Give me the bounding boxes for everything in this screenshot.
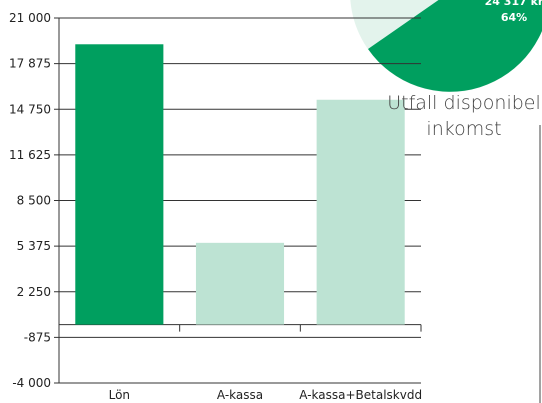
pie-title: Utfall disponibel inkomst (384, 90, 542, 142)
y-tick-label: 2 250 (17, 285, 51, 299)
y-tick-label: 5 375 (17, 239, 51, 253)
x-tick-label: A-kassa+Betalskvdd (299, 388, 422, 402)
y-tick-label: 8 500 (17, 194, 51, 208)
bars (75, 44, 405, 325)
y-axis-ticks: 21 000 17 875 14 750 11 625 8 500 5 375 2 250 -… (9, 11, 51, 390)
bar (316, 99, 405, 325)
pie-chart: 24 317 kr 64% (350, 0, 542, 92)
y-tick-label: 21 000 (9, 11, 51, 25)
x-tick-label: A-kassa (217, 388, 263, 402)
pie-title-line2: inkomst (426, 118, 502, 140)
y-tick-label: 14 750 (9, 102, 51, 116)
y-tick-label: -4 000 (12, 376, 51, 390)
pie-slice-percent-label: 64% (501, 11, 527, 24)
bar (75, 44, 164, 325)
y-tick-label: 11 625 (9, 148, 51, 162)
pie-slice-value-label: 24 317 kr (485, 0, 542, 8)
pie-title-line1: Utfall disponibel (387, 92, 541, 114)
x-tick-label: Lön (109, 388, 130, 402)
y-tick-label: 17 875 (9, 57, 51, 71)
y-tick-label: -875 (24, 330, 51, 344)
bar (195, 242, 285, 325)
pie-slice-main (368, 0, 542, 92)
x-axis-labels: Lön A-kassa A-kassa+Betalskvdd (109, 388, 422, 402)
